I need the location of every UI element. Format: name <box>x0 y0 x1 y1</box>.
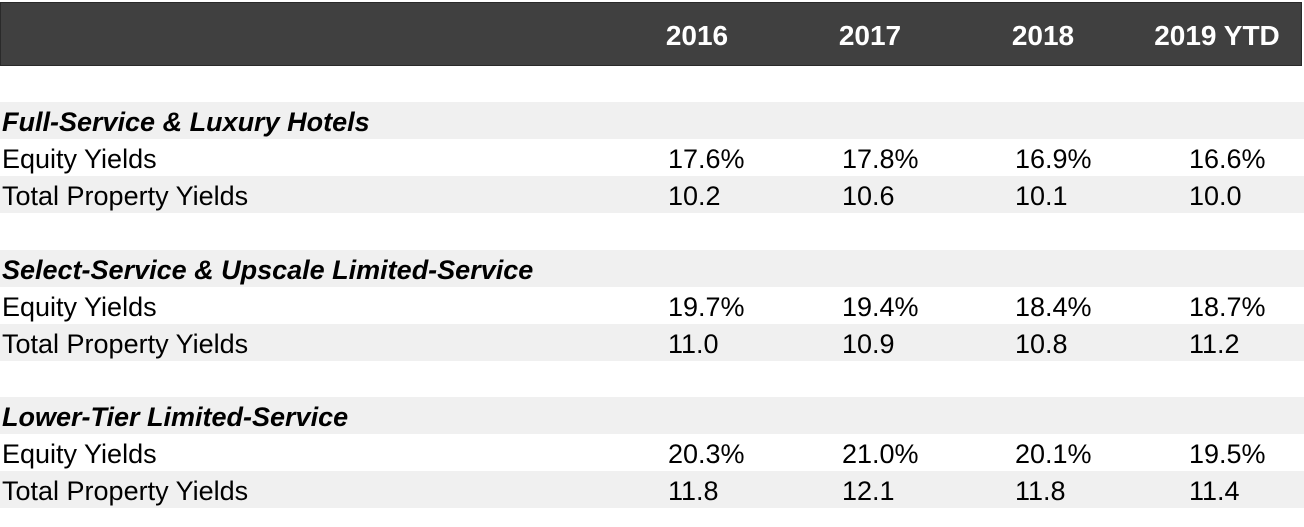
value-2019-ytd: 18.7% <box>1189 292 1266 322</box>
table-row: Total Property Yields 11.8 12.1 11.8 11.… <box>0 471 1304 508</box>
value-2019-ytd: 19.5% <box>1189 439 1266 469</box>
value-2017: 17.8% <box>842 144 919 174</box>
value-2016: 10.2 <box>668 181 721 211</box>
value-2018: 10.8 <box>1015 329 1068 359</box>
value-2018: 16.9% <box>1015 144 1092 174</box>
value-2019-ytd: 11.2 <box>1189 329 1240 359</box>
section-title: Select-Service & Upscale Limited-Service <box>2 255 534 285</box>
value-2018: 10.1 <box>1015 181 1068 211</box>
value-2017: 12.1 <box>842 476 895 506</box>
section-title: Lower-Tier Limited-Service <box>2 402 349 432</box>
row-label: Total Property Yields <box>2 476 249 506</box>
column-header-2016: 2016 <box>665 20 729 51</box>
row-label: Total Property Yields <box>2 329 249 359</box>
value-2016: 19.7% <box>668 292 745 322</box>
value-2019-ytd: 16.6% <box>1189 144 1266 174</box>
column-header-2019-ytd: 2019 YTD <box>1154 20 1280 51</box>
table-row: Total Property Yields 10.2 10.6 10.1 10.… <box>0 176 1304 213</box>
value-2018: 11.8 <box>1015 476 1066 506</box>
section-title-row: Full-Service & Luxury Hotels <box>0 102 1304 139</box>
section-title-row: Select-Service & Upscale Limited-Service <box>0 250 1304 287</box>
row-label: Equity Yields <box>2 144 157 174</box>
value-2017: 10.6 <box>842 181 895 211</box>
column-header-2017: 2017 <box>838 20 902 51</box>
value-2018: 20.1% <box>1015 439 1092 469</box>
column-header-2018: 2018 <box>1011 20 1075 51</box>
value-2016: 20.3% <box>668 439 745 469</box>
table-header: 2016 2017 2018 2019 YTD <box>0 2 1302 66</box>
value-2019-ytd: 10.0 <box>1189 181 1242 211</box>
table-row: Equity Yields 19.7% 19.4% 18.4% 18.7% <box>0 287 1304 324</box>
table-row: Equity Yields 17.6% 17.8% 16.9% 16.6% <box>0 139 1304 176</box>
section-title: Full-Service & Luxury Hotels <box>2 107 370 137</box>
table-row: Equity Yields 20.3% 21.0% 20.1% 19.5% <box>0 434 1304 471</box>
value-2018: 18.4% <box>1015 292 1092 322</box>
value-2017: 19.4% <box>842 292 919 322</box>
table-row: Total Property Yields 11.0 10.9 10.8 11.… <box>0 324 1304 361</box>
value-2016: 17.6% <box>668 144 745 174</box>
value-2019-ytd: 11.4 <box>1189 476 1240 506</box>
row-label: Total Property Yields <box>2 181 249 211</box>
value-2017: 21.0% <box>842 439 919 469</box>
section-title-row: Lower-Tier Limited-Service <box>0 397 1304 434</box>
row-label: Equity Yields <box>2 292 157 322</box>
row-label: Equity Yields <box>2 439 157 469</box>
value-2017: 10.9 <box>842 329 895 359</box>
value-2016: 11.8 <box>668 476 719 506</box>
value-2016: 11.0 <box>668 329 719 359</box>
